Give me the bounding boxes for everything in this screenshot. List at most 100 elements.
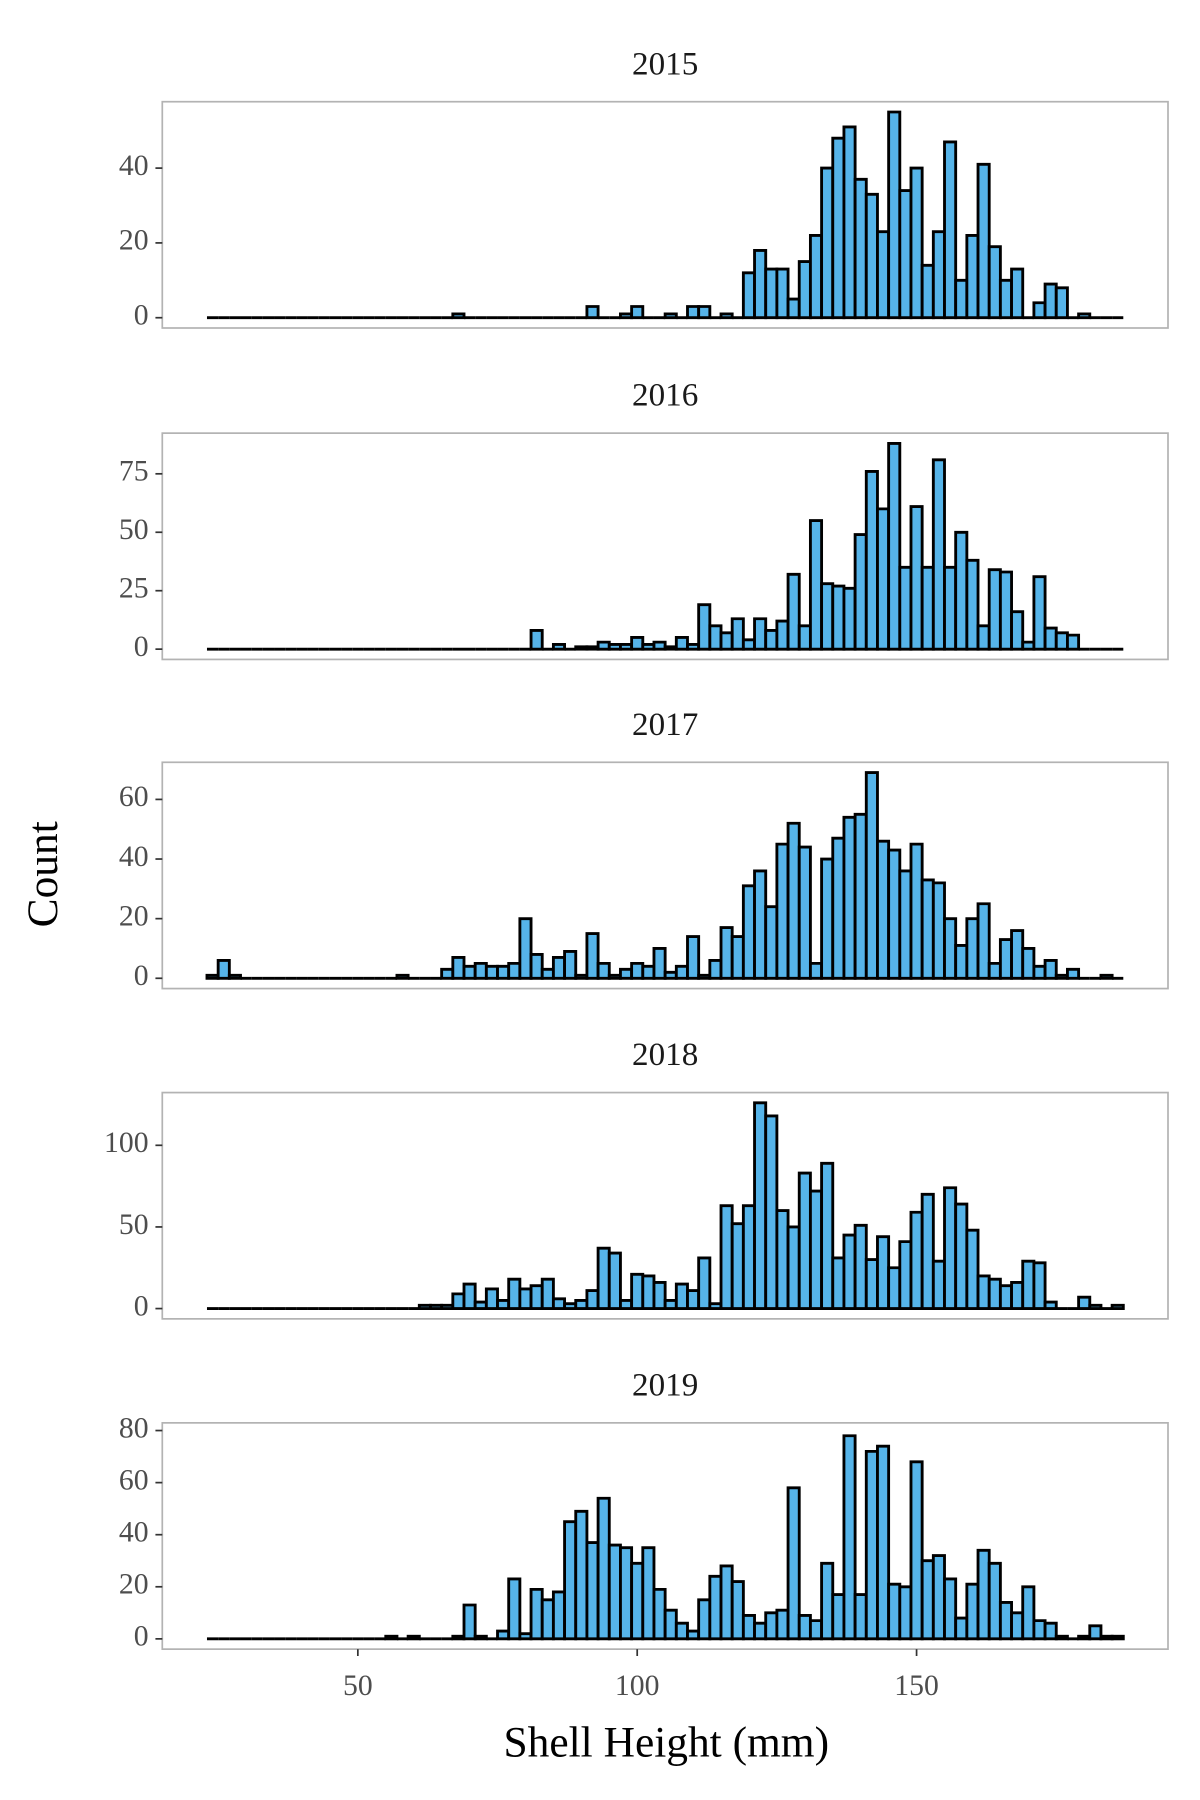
bar	[1066, 967, 1081, 980]
bar	[551, 1297, 566, 1310]
bar	[753, 869, 768, 980]
bar	[909, 166, 924, 320]
bar	[708, 1302, 723, 1310]
bar	[786, 297, 801, 320]
bar	[630, 961, 645, 980]
bar	[1088, 1624, 1103, 1641]
bar	[652, 1587, 667, 1641]
bar	[1021, 640, 1036, 651]
bar	[842, 815, 857, 980]
bar	[887, 442, 902, 651]
bar	[987, 568, 1002, 651]
y-axis-title: Count	[19, 821, 67, 927]
bar	[451, 1292, 466, 1310]
bar	[451, 1634, 466, 1641]
bar	[864, 771, 879, 980]
y-tick-label: 50	[119, 1209, 149, 1241]
bar	[1043, 282, 1058, 320]
bar	[831, 836, 846, 980]
bar	[797, 845, 812, 980]
bar	[898, 565, 913, 651]
bar	[663, 1298, 678, 1310]
bar	[719, 1564, 734, 1641]
bar	[1099, 1634, 1114, 1641]
bar	[998, 1284, 1013, 1310]
panel-title: 2015	[632, 45, 698, 82]
bar	[797, 260, 812, 320]
bar	[429, 1303, 444, 1310]
bar	[764, 629, 779, 651]
bar	[831, 136, 846, 320]
bar	[820, 857, 835, 980]
bar	[987, 1277, 1002, 1310]
bar	[484, 964, 499, 980]
bar	[607, 973, 622, 980]
bar	[920, 565, 935, 651]
bar	[965, 234, 980, 320]
bar	[898, 1585, 913, 1641]
bar	[540, 1277, 555, 1310]
bar	[741, 1204, 756, 1310]
bar	[1110, 1634, 1125, 1641]
bar	[1054, 1634, 1069, 1641]
y-tick-label: 40	[119, 150, 149, 182]
y-tick-label: 0	[134, 960, 149, 992]
bar	[451, 312, 466, 320]
bar	[417, 1303, 432, 1310]
bar	[619, 1546, 634, 1641]
bar	[764, 905, 779, 980]
bar	[987, 1561, 1002, 1641]
bar	[630, 636, 645, 651]
bar	[697, 973, 712, 980]
y-tick-label: 0	[134, 1621, 149, 1653]
bar	[205, 973, 220, 980]
bar	[876, 230, 891, 320]
bar	[719, 631, 734, 651]
bar	[652, 947, 667, 980]
bar	[808, 961, 824, 980]
panel-title: 2018	[632, 1036, 698, 1073]
bar	[920, 1192, 935, 1310]
bar	[920, 1559, 935, 1641]
bar	[876, 1235, 891, 1310]
bar	[764, 1114, 779, 1310]
bar	[708, 1574, 723, 1641]
bar	[451, 955, 466, 980]
bar	[954, 278, 969, 320]
bar	[842, 586, 857, 651]
bar	[641, 964, 656, 980]
bar	[641, 643, 656, 651]
bar	[1066, 633, 1081, 651]
y-tick-label: 20	[119, 225, 149, 257]
bar	[730, 1580, 745, 1641]
bar	[730, 1222, 745, 1310]
bar	[406, 1634, 421, 1641]
bar	[786, 1486, 801, 1641]
bar	[551, 955, 566, 980]
bar	[976, 1548, 991, 1641]
panel-title: 2016	[632, 377, 698, 414]
y-tick-label: 60	[119, 1464, 149, 1496]
bar	[797, 1171, 812, 1310]
bar	[943, 565, 958, 651]
bar	[585, 645, 600, 651]
y-tick-label: 80	[119, 1412, 149, 1444]
bar	[1054, 631, 1069, 651]
bar	[943, 1577, 958, 1641]
bar	[1077, 312, 1092, 320]
bar	[831, 1593, 846, 1641]
bar	[1077, 1295, 1092, 1310]
bar	[619, 643, 634, 651]
bar	[686, 643, 701, 651]
bar	[931, 230, 946, 320]
bar	[786, 572, 801, 651]
y-tick-label: 20	[119, 900, 149, 932]
bar	[943, 1186, 958, 1310]
bar	[619, 967, 634, 980]
bar	[741, 884, 756, 980]
bar	[551, 643, 566, 651]
bar	[574, 973, 589, 980]
bar	[831, 584, 846, 651]
bar	[764, 267, 779, 320]
bar	[596, 961, 611, 980]
